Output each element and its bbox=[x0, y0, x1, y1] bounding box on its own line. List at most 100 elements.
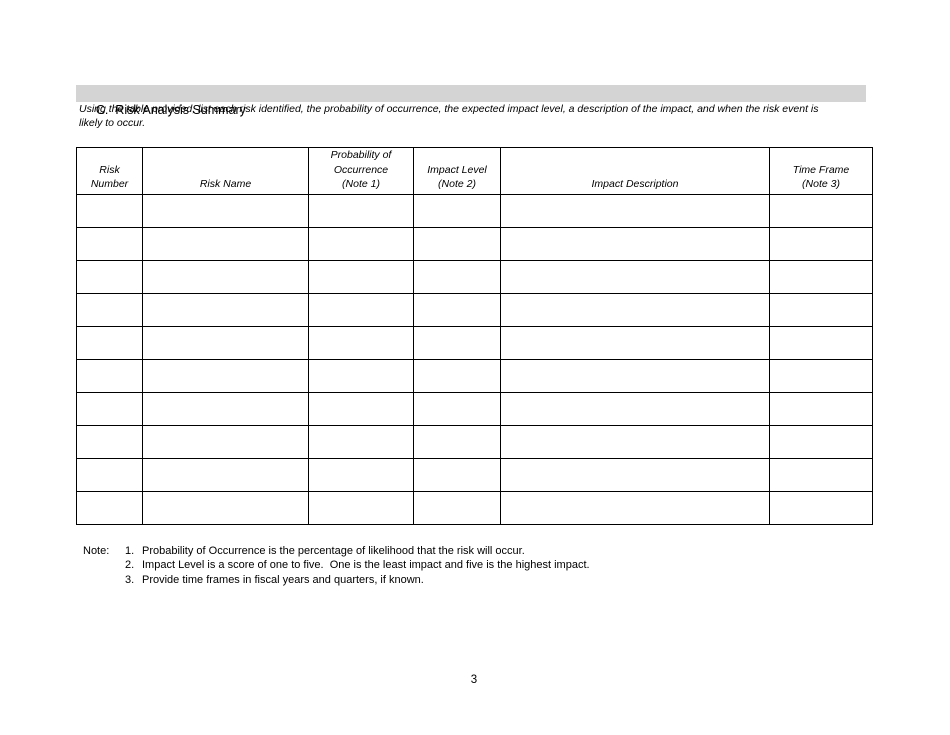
cell-risk-number[interactable] bbox=[76, 391, 143, 426]
cell-impact-description[interactable] bbox=[500, 193, 770, 228]
header-line: Probability of bbox=[330, 149, 392, 161]
col-header-impact-description: Impact Description bbox=[500, 147, 770, 195]
cell-probability-of-occurrence[interactable] bbox=[308, 259, 414, 294]
page-number: 3 bbox=[470, 674, 478, 686]
cell-impact-level[interactable] bbox=[413, 391, 501, 426]
cell-risk-number[interactable] bbox=[76, 193, 143, 228]
cell-impact-description[interactable] bbox=[500, 358, 770, 393]
cell-impact-level[interactable] bbox=[413, 325, 501, 360]
cell-impact-level[interactable] bbox=[413, 358, 501, 393]
note-number: 1. bbox=[125, 545, 135, 557]
cell-risk-number[interactable] bbox=[76, 325, 143, 360]
cell-impact-description[interactable] bbox=[500, 325, 770, 360]
table-row bbox=[76, 457, 873, 492]
cell-probability-of-occurrence[interactable] bbox=[308, 193, 414, 228]
cell-impact-description[interactable] bbox=[500, 292, 770, 327]
risk-analysis-table: Risk Number Risk Name Probability of Occ… bbox=[76, 147, 873, 525]
table-row bbox=[76, 226, 873, 261]
cell-risk-number[interactable] bbox=[76, 358, 143, 393]
cell-time-frame[interactable] bbox=[769, 325, 873, 360]
cell-impact-level[interactable] bbox=[413, 193, 501, 228]
header-line: (Note 2) bbox=[438, 178, 476, 190]
note-item: Note: 1. Probability of Occurrence is th… bbox=[83, 544, 590, 558]
header-line: Impact Level bbox=[427, 163, 487, 176]
header-row: Risk Number Risk Name Probability of Occ… bbox=[76, 147, 873, 195]
cell-impact-description[interactable] bbox=[500, 226, 770, 261]
cell-risk-number[interactable] bbox=[76, 424, 143, 459]
cell-risk-name[interactable] bbox=[142, 193, 309, 228]
cell-time-frame[interactable] bbox=[769, 259, 873, 294]
cell-probability-of-occurrence[interactable] bbox=[308, 292, 414, 327]
col-header-probability-of-occurrence: Probability of Occurrence (Note 1) bbox=[308, 147, 414, 195]
cell-probability-of-occurrence[interactable] bbox=[308, 226, 414, 261]
table-row bbox=[76, 325, 873, 360]
col-header-impact-level: Impact Level (Note 2) bbox=[413, 147, 501, 195]
cell-probability-of-occurrence[interactable] bbox=[308, 457, 414, 492]
note-text: Probability of Occurrence is the percent… bbox=[142, 545, 525, 557]
section-heading: C. Risk Analysis Summary bbox=[95, 103, 246, 117]
col-header-risk-number: Risk Number bbox=[76, 147, 143, 195]
cell-risk-number[interactable] bbox=[76, 259, 143, 294]
table-row bbox=[76, 193, 873, 228]
cell-impact-level[interactable] bbox=[413, 292, 501, 327]
note-item: 3. Provide time frames in fiscal years a… bbox=[83, 573, 590, 587]
cell-time-frame[interactable] bbox=[769, 424, 873, 459]
table-row bbox=[76, 292, 873, 327]
header-line: Number bbox=[90, 178, 129, 190]
cell-risk-number[interactable] bbox=[76, 490, 143, 525]
cell-risk-number[interactable] bbox=[76, 292, 143, 327]
note-number: 2. bbox=[125, 559, 135, 572]
cell-time-frame[interactable] bbox=[769, 193, 873, 228]
cell-impact-description[interactable] bbox=[500, 391, 770, 426]
note-number: 3. bbox=[125, 573, 135, 586]
cell-impact-level[interactable] bbox=[413, 457, 501, 492]
cell-risk-name[interactable] bbox=[142, 391, 309, 426]
col-header-time-frame: Time Frame (Note 3) bbox=[769, 147, 873, 195]
cell-impact-description[interactable] bbox=[500, 259, 770, 294]
cell-risk-name[interactable] bbox=[142, 358, 309, 393]
table-row bbox=[76, 391, 873, 426]
section-heading-bar: C. Risk Analysis Summary bbox=[76, 85, 866, 117]
instructions-line-2: likely to occur. bbox=[79, 116, 146, 129]
cell-probability-of-occurrence[interactable] bbox=[308, 358, 414, 393]
header-line: Occurrence bbox=[333, 163, 389, 176]
notes-section: Note: 1. Probability of Occurrence is th… bbox=[83, 544, 590, 587]
note-item: 2. Impact Level is a score of one to fiv… bbox=[83, 558, 590, 572]
section-instructions: Using the table provided, list each risk… bbox=[79, 103, 879, 130]
cell-impact-level[interactable] bbox=[413, 490, 501, 525]
instructions-line-1: Using the table provided, list each risk… bbox=[79, 103, 819, 115]
cell-risk-name[interactable] bbox=[142, 325, 309, 360]
col-header-risk-name: Risk Name bbox=[142, 147, 309, 195]
risk-table-head: Risk Number Risk Name Probability of Occ… bbox=[76, 147, 873, 195]
cell-probability-of-occurrence[interactable] bbox=[308, 424, 414, 459]
cell-risk-name[interactable] bbox=[142, 292, 309, 327]
cell-time-frame[interactable] bbox=[769, 358, 873, 393]
cell-risk-name[interactable] bbox=[142, 226, 309, 261]
cell-time-frame[interactable] bbox=[769, 457, 873, 492]
cell-probability-of-occurrence[interactable] bbox=[308, 391, 414, 426]
table-row bbox=[76, 259, 873, 294]
cell-risk-name[interactable] bbox=[142, 424, 309, 459]
cell-risk-number[interactable] bbox=[76, 226, 143, 261]
cell-risk-name[interactable] bbox=[142, 259, 309, 294]
cell-impact-description[interactable] bbox=[500, 457, 770, 492]
cell-probability-of-occurrence[interactable] bbox=[308, 325, 414, 360]
cell-time-frame[interactable] bbox=[769, 490, 873, 525]
cell-impact-level[interactable] bbox=[413, 424, 501, 459]
cell-time-frame[interactable] bbox=[769, 391, 873, 426]
header-line: Risk bbox=[99, 163, 120, 176]
cell-risk-number[interactable] bbox=[76, 457, 143, 492]
cell-probability-of-occurrence[interactable] bbox=[308, 490, 414, 525]
cell-impact-level[interactable] bbox=[413, 259, 501, 294]
header-line: Impact Description bbox=[591, 178, 679, 190]
cell-time-frame[interactable] bbox=[769, 292, 873, 327]
cell-impact-description[interactable] bbox=[500, 424, 770, 459]
cell-risk-name[interactable] bbox=[142, 490, 309, 525]
table-row bbox=[76, 424, 873, 459]
cell-impact-level[interactable] bbox=[413, 226, 501, 261]
cell-time-frame[interactable] bbox=[769, 226, 873, 261]
cell-risk-name[interactable] bbox=[142, 457, 309, 492]
table-row bbox=[76, 490, 873, 525]
cell-impact-description[interactable] bbox=[500, 490, 770, 525]
